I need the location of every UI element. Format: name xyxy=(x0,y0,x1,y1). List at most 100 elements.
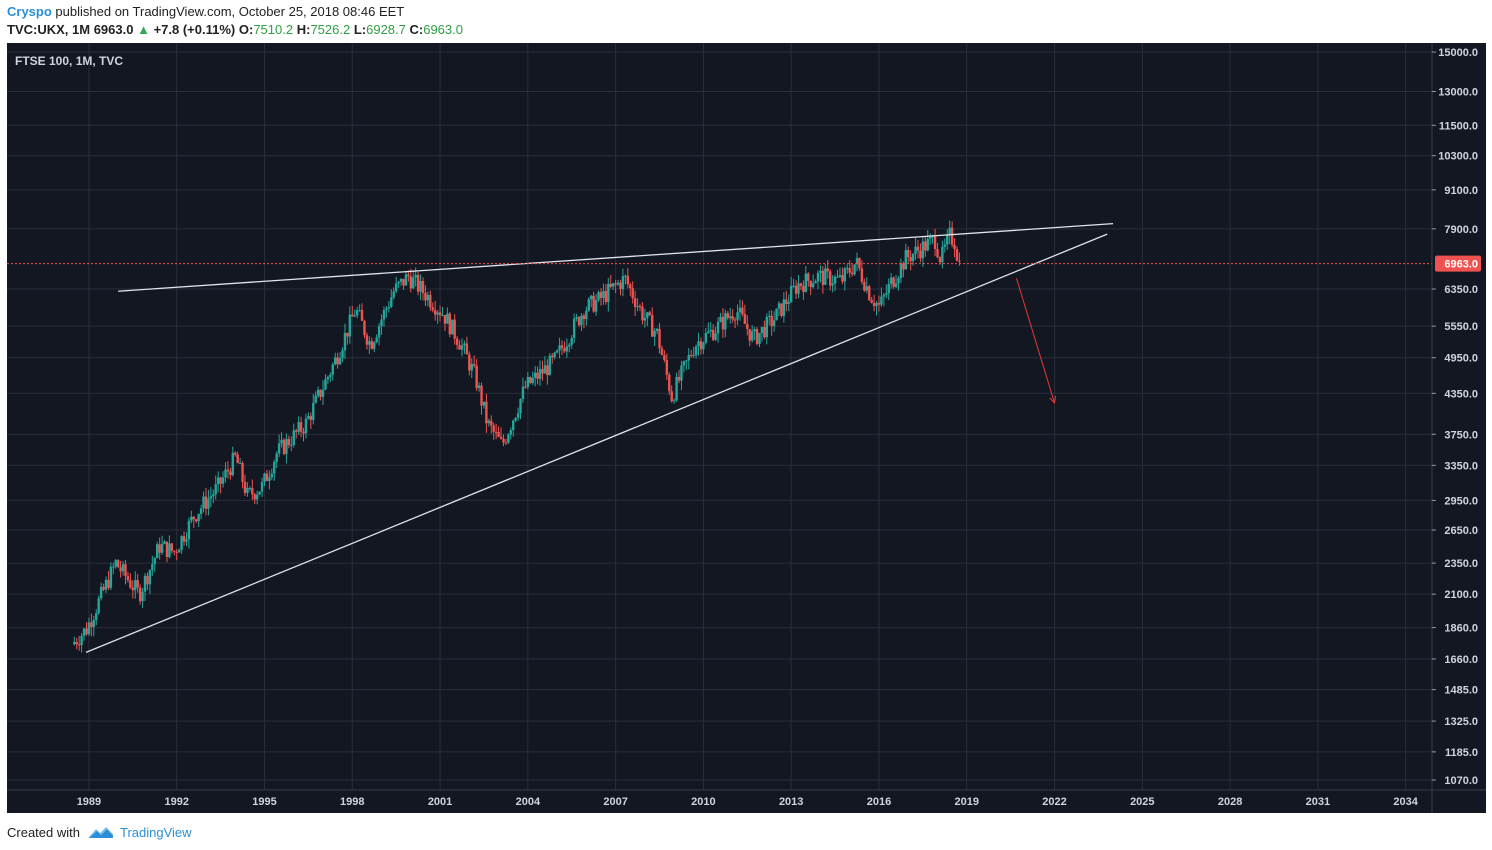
candle-body xyxy=(629,284,632,289)
candle-body xyxy=(777,303,781,309)
candle-body xyxy=(631,288,634,299)
candle-body xyxy=(446,313,449,324)
candle-body xyxy=(287,439,291,446)
candle-body xyxy=(660,348,664,355)
lower-trendline[interactable] xyxy=(85,233,1108,653)
candle-body xyxy=(394,283,398,292)
tradingview-link[interactable]: TradingView xyxy=(119,824,192,840)
axes: 1989 1992 1995 1998 2001 2004 2007 2010 2013 2016… xyxy=(7,43,1486,813)
candle-body xyxy=(921,241,925,259)
candle-body xyxy=(438,312,442,316)
candle-body xyxy=(433,310,437,315)
candle-body xyxy=(726,313,729,318)
candle-body xyxy=(119,567,122,572)
candle-body xyxy=(519,399,522,414)
candle-body xyxy=(836,276,839,278)
candle-body xyxy=(231,452,234,476)
candle-body xyxy=(399,278,403,282)
candle-body xyxy=(829,271,832,286)
candle-body xyxy=(382,309,386,320)
candle-body xyxy=(219,477,222,484)
candle-body xyxy=(841,275,844,282)
candle-body xyxy=(453,319,456,339)
candle-body xyxy=(116,560,120,568)
candle-body xyxy=(424,292,427,301)
candle-body xyxy=(187,520,191,540)
candle-body xyxy=(192,516,195,520)
candle-body xyxy=(877,302,881,305)
candle-body xyxy=(780,303,783,316)
y-tick-label: 3750.0 xyxy=(1444,429,1478,441)
candle-body xyxy=(243,481,247,493)
candle-body xyxy=(95,613,98,620)
chart-title: FTSE 100, 1M, TVC xyxy=(15,54,123,68)
candle-body xyxy=(246,488,249,493)
candle-body xyxy=(904,250,907,270)
candle-body xyxy=(216,477,220,485)
quote-line: TVC:UKX, 1M 6963.0 ▲ +7.8 (+0.11%) O:751… xyxy=(7,21,463,39)
y-tick-label: 15000.0 xyxy=(1438,47,1478,59)
candle-body xyxy=(426,294,430,301)
grid-lines xyxy=(7,43,1432,790)
candle-body xyxy=(675,376,678,401)
candle-body xyxy=(468,354,471,371)
candle-body xyxy=(585,310,588,320)
candle-body xyxy=(741,307,744,315)
candle-body xyxy=(346,332,349,337)
candle-body xyxy=(694,346,698,356)
candle-body xyxy=(889,277,893,284)
candle-body xyxy=(480,385,483,406)
candle-body xyxy=(746,323,749,329)
candle-body xyxy=(782,299,786,316)
candle-body xyxy=(865,286,868,291)
candle-body xyxy=(587,299,591,311)
candle-body xyxy=(938,257,942,263)
upper-trendline[interactable] xyxy=(118,222,1114,292)
x-tick-label: 1989 xyxy=(77,796,101,808)
y-tick-label: 2650.0 xyxy=(1444,525,1478,537)
candle-body xyxy=(114,560,117,567)
candle-body xyxy=(709,329,712,332)
candle-body xyxy=(80,635,83,645)
candle-body xyxy=(916,246,920,251)
candle-body xyxy=(609,283,612,287)
candle-body xyxy=(375,337,378,343)
candle-body xyxy=(821,270,825,285)
x-tick-label: 2013 xyxy=(779,796,803,808)
candle-body xyxy=(248,487,252,489)
open-value: 7510.2 xyxy=(253,22,294,37)
candle-body xyxy=(160,543,164,553)
candle-body xyxy=(253,494,256,500)
candle-body xyxy=(950,227,954,245)
author-link[interactable]: Cryspo xyxy=(7,4,52,19)
candle-body xyxy=(753,329,756,332)
close-value: 6963.0 xyxy=(423,22,463,37)
candle-body xyxy=(212,494,215,497)
drawings[interactable] xyxy=(7,222,1432,653)
candle-body xyxy=(85,628,88,635)
candle-body xyxy=(485,401,488,424)
candle-body xyxy=(719,316,722,322)
candle-body xyxy=(541,368,544,374)
candle-body xyxy=(553,352,556,358)
candle-body xyxy=(402,278,405,286)
candle-body xyxy=(831,283,834,286)
candle-body xyxy=(616,282,620,285)
candle-body xyxy=(853,264,856,275)
candle-body xyxy=(190,516,193,521)
candle-body xyxy=(592,295,595,312)
candle-body xyxy=(455,338,459,345)
candle-body xyxy=(653,331,656,337)
candle-body xyxy=(312,402,315,420)
projection-arrow[interactable] xyxy=(1016,278,1056,404)
last-price-label: 6963.0 xyxy=(1444,259,1478,271)
candle-body xyxy=(197,513,200,522)
candle-body xyxy=(602,291,605,298)
candle-body xyxy=(324,379,327,390)
candle-body xyxy=(748,328,751,341)
candle-body xyxy=(294,430,298,432)
candle-body xyxy=(887,283,890,294)
candle-body xyxy=(351,314,354,317)
y-tick-label: 7900.0 xyxy=(1444,224,1478,236)
